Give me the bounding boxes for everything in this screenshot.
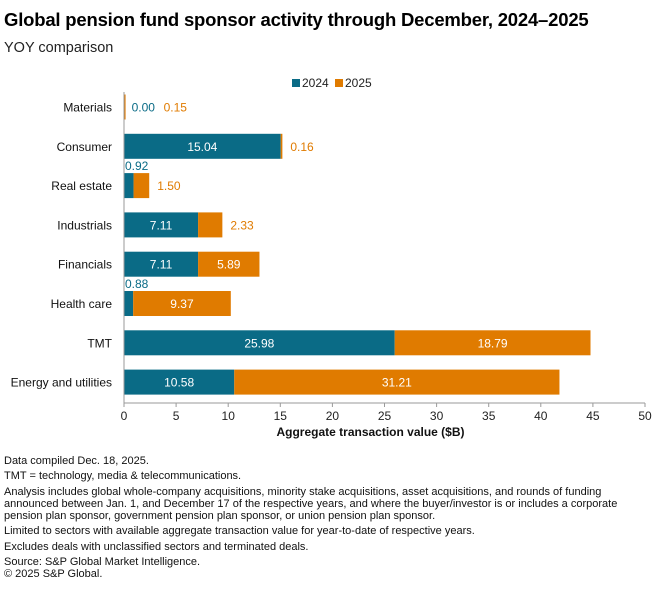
x-tick-label: 0 [121, 409, 128, 423]
value-label-2025-financials: 5.89 [217, 258, 241, 272]
value-label-2025-industrials: 2.33 [230, 218, 254, 232]
x-tick-label: 10 [222, 409, 236, 423]
x-axis-title: Aggregate transaction value ($B) [276, 425, 464, 439]
bars: Materials 0.00 0.15 Consumer 15.04 0.16 Real e… [11, 94, 591, 395]
category-label-financials: Financials [58, 258, 112, 272]
value-label-2025-energy-and-utilities: 31.21 [382, 376, 412, 390]
x-tick-label: 15 [274, 409, 288, 423]
category-label-real-estate: Real estate [51, 179, 112, 193]
value-label-2024-tmt: 25.98 [244, 336, 274, 350]
x-tick-label: 50 [638, 409, 652, 423]
category-label-tmt: TMT [87, 336, 112, 350]
bar-2025-tmt [394, 330, 591, 356]
x-tick-label: 40 [534, 409, 548, 423]
bar-2025-industrials [198, 212, 223, 238]
value-label-2024-financials: 7.11 [150, 258, 173, 272]
legend-label-2024: 2024 [302, 76, 329, 90]
legend-swatch-2024 [292, 79, 300, 87]
value-label-2025-real-estate: 1.50 [157, 179, 181, 193]
value-label-2024-consumer: 15.04 [187, 140, 217, 154]
bar-2024-industrials [124, 212, 199, 238]
value-label-2025-materials: 0.15 [164, 101, 188, 115]
note-limited: Limited to sectors with available aggreg… [4, 525, 475, 538]
legend-label-2025: 2025 [345, 76, 372, 90]
note-copyright: © 2025 S&P Global. [4, 568, 103, 581]
x-tick-label: 45 [586, 409, 600, 423]
chart-title: Global pension fund sponsor activity thr… [4, 9, 589, 30]
note-excludes: Excludes deals with unclassified sectors… [4, 540, 309, 553]
category-label-health-care: Health care [51, 297, 113, 311]
bar-2024-real-estate [124, 173, 134, 199]
bar-2025-health-care [133, 291, 231, 316]
value-label-2025-consumer: 0.16 [290, 140, 314, 154]
note-tmt: TMT = technology, media & telecommunicat… [4, 470, 242, 483]
bar-2025-energy-and-utilities [234, 369, 560, 395]
x-tick-label: 25 [378, 409, 392, 423]
value-label-2024-materials: 0.00 [132, 101, 156, 115]
bar-2024-energy-and-utilities [124, 369, 235, 395]
bar-2024-consumer [124, 133, 281, 159]
value-label-2024-energy-and-utilities: 10.58 [164, 376, 194, 390]
category-label-materials: Materials [63, 101, 112, 115]
legend: 2024 2025 [292, 76, 372, 90]
x-tick-label: 30 [430, 409, 444, 423]
note-compiled: Data compiled Dec. 18, 2025. [4, 455, 149, 467]
value-label-2025-tmt: 18.79 [478, 336, 508, 350]
value-label-2024-industrials: 7.11 [150, 218, 173, 232]
x-tick-label: 35 [482, 409, 496, 423]
bar-2024-financials [124, 251, 199, 277]
x-tick-label: 20 [326, 409, 340, 423]
x-tick-label: 5 [173, 409, 180, 423]
category-label-energy-and-utilities: Energy and utilities [11, 376, 112, 390]
bar-2024-health-care [124, 291, 134, 316]
value-label-2025-health-care: 9.37 [170, 297, 194, 311]
note-analysis: Analysis includes global whole-company a… [4, 485, 618, 523]
note-source: Source: S&P Global Market Intelligence. [4, 556, 201, 569]
x-axis: 0 5 10 15 20 25 30 35 40 45 50 Aggregate transactio… [121, 92, 652, 439]
legend-swatch-2025 [335, 79, 343, 87]
category-label-industrials: Industrials [57, 218, 112, 232]
value-label-2024-health-care: 0.88 [125, 277, 149, 291]
category-label-consumer: Consumer [57, 140, 112, 154]
value-label-2024-real-estate: 0.92 [125, 159, 149, 173]
bar-2024-tmt [124, 330, 395, 356]
bar-2025-materials [124, 94, 126, 120]
bar-2025-financials [198, 251, 260, 277]
bar-2025-real-estate [133, 173, 150, 199]
bar-2025-consumer [280, 133, 283, 159]
chart-subtitle: YOY comparison [4, 40, 114, 56]
footnotes: Data compiled Dec. 18, 2025. TMT = techn… [4, 455, 654, 581]
